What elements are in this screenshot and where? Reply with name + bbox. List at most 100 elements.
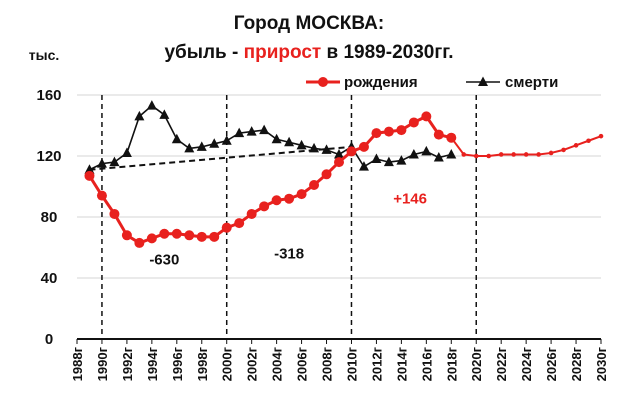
y-tick-label-0: 0 <box>45 331 53 348</box>
births-forecast-point-2020 <box>473 153 479 159</box>
title-part-loss: убыль - <box>164 42 243 63</box>
x-axis-ticks: 1988г 1990г 1992г 1994г 1996г 1998г 2000г 2002г… <box>70 339 609 381</box>
x-tick-label-2022: 2022г <box>494 346 509 381</box>
deaths-point-2012 <box>371 153 382 164</box>
deaths-point-2015 <box>408 148 419 159</box>
deaths-point-2018 <box>446 148 457 159</box>
births-point-2014 <box>396 125 407 136</box>
unit-label: тыс. <box>29 47 60 63</box>
deaths-point-1990 <box>96 158 107 168</box>
births-forecast-point-2030 <box>598 133 604 139</box>
x-tick-label-2024: 2024г <box>519 346 534 381</box>
births-forecast-point-2025 <box>536 152 541 157</box>
x-tick-label-2006: 2006г <box>295 346 310 381</box>
deaths-point-2017 <box>433 152 444 162</box>
births-point-1995 <box>159 228 170 239</box>
births-point-2017 <box>433 129 444 140</box>
births-forecast-point-2024 <box>523 152 529 157</box>
deaths-line <box>89 104 452 171</box>
legend-births-marker <box>318 77 328 87</box>
deaths-point-2014 <box>396 155 407 165</box>
births-point-2015 <box>408 117 419 128</box>
births-point-1999 <box>209 231 220 242</box>
deaths-point-2016 <box>421 145 432 156</box>
chart-title-line1: Город МОСКВА: <box>234 13 384 34</box>
title-part-growth: прирост <box>244 42 322 63</box>
births-point-1993 <box>134 237 145 248</box>
series-layer <box>84 100 604 248</box>
births-point-1994 <box>146 233 157 244</box>
x-tick-label-2008: 2008г <box>320 346 335 381</box>
gridlines <box>77 94 601 279</box>
x-tick-label-1988: 1988г <box>70 346 85 381</box>
births-point-2007 <box>309 179 320 190</box>
deaths-point-1999 <box>209 138 220 148</box>
x-tick-label-1994: 1994г <box>145 346 160 381</box>
deaths-point-2011 <box>358 161 369 171</box>
deaths-point-1992 <box>121 147 132 157</box>
x-tick-label-2002: 2002г <box>245 346 260 381</box>
births-point-2013 <box>383 126 394 137</box>
births-forecast-point-2027 <box>561 147 566 153</box>
births-point-1992 <box>121 230 132 241</box>
births-forecast-point-2028 <box>573 143 579 148</box>
x-tick-label-1990: 1990г <box>95 346 110 381</box>
births-forecast-point-2026 <box>548 150 554 156</box>
x-tick-label-2020: 2020г <box>469 346 484 381</box>
deaths-point-1995 <box>159 109 170 119</box>
x-tick-label-1996: 1996г <box>170 346 185 381</box>
births-point-2018 <box>446 132 457 143</box>
births-point-2003 <box>259 201 270 212</box>
x-tick-label-2026: 2026г <box>544 346 559 381</box>
deaths-point-1998 <box>196 141 207 151</box>
y-axis-ticks: 0 40 80 120 160 <box>36 87 61 348</box>
deaths-point-1996 <box>171 133 182 144</box>
births-point-2012 <box>371 128 382 139</box>
births-point-2011 <box>358 141 369 152</box>
annotation-2: +146 <box>393 191 427 208</box>
births-point-2005 <box>284 193 295 204</box>
births-forecast-point-2022 <box>498 152 504 157</box>
births-point-1989 <box>84 170 95 181</box>
deaths-trend-line <box>89 145 352 171</box>
y-tick-label-80: 80 <box>41 209 58 226</box>
births-point-1997 <box>184 230 195 241</box>
y-tick-label-160: 160 <box>36 87 61 104</box>
deaths-point-2013 <box>383 156 394 167</box>
x-tick-label-2004: 2004г <box>270 346 285 381</box>
x-tick-label-2028: 2028г <box>569 346 584 381</box>
legend-births-label: рождения <box>344 74 418 91</box>
deaths-point-2003 <box>259 124 270 135</box>
births-point-1990 <box>96 190 107 201</box>
deaths-point-2001 <box>234 127 245 138</box>
deaths-point-2007 <box>309 142 320 153</box>
x-tick-label-1992: 1992г <box>120 346 135 381</box>
x-tick-label-2000: 2000г <box>220 346 235 381</box>
births-point-1998 <box>196 231 207 242</box>
births-point-2001 <box>234 218 245 229</box>
births-point-2000 <box>221 222 232 233</box>
births-point-2008 <box>321 169 332 180</box>
deaths-point-1993 <box>134 110 145 121</box>
x-tick-label-2012: 2012г <box>369 346 384 381</box>
births-point-2009 <box>334 157 344 168</box>
births-forecast-point-2019 <box>461 152 467 157</box>
deaths-point-1989 <box>84 164 95 174</box>
x-tick-label-1998: 1998г <box>195 346 210 381</box>
deaths-point-1991 <box>109 156 120 167</box>
legend: рождения смерти <box>306 74 558 91</box>
deaths-point-2009 <box>334 148 344 159</box>
x-tick-label-2014: 2014г <box>394 346 409 381</box>
deaths-point-2002 <box>246 126 257 136</box>
x-tick-label-2010: 2010г <box>344 346 359 381</box>
births-forecast-point-2021 <box>486 153 492 159</box>
legend-deaths-label: смерти <box>505 74 558 91</box>
annotation-1: -318 <box>274 246 304 263</box>
x-tick-label-2030: 2030г <box>594 346 609 381</box>
annotations: -630 -318 +146 <box>149 191 427 269</box>
deaths-point-2006 <box>296 139 307 150</box>
births-point-2010 <box>346 146 357 157</box>
deaths-point-2005 <box>284 136 295 147</box>
deaths-point-2008 <box>321 144 332 154</box>
